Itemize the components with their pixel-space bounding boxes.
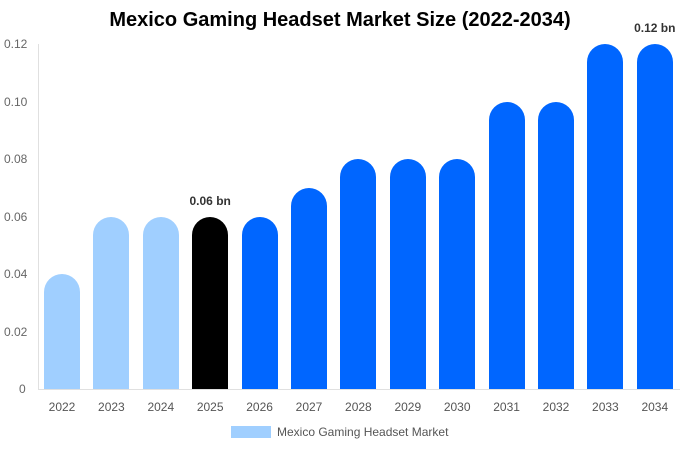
y-tick-label: 0.06 [4,209,28,224]
bar-2027[interactable] [291,187,327,389]
x-tick-label: 2025 [196,400,224,414]
y-tick-label: 0.04 [4,267,28,281]
x-tick-label: 2034 [641,400,669,414]
data-label-2025: 0.06 bn [189,193,231,208]
legend-swatch [231,426,271,438]
bar-2034[interactable] [636,44,673,389]
bar-2026[interactable] [241,216,278,389]
y-tick-label: 0.08 [4,152,28,166]
bar-2032[interactable] [538,101,574,389]
bar-2031[interactable] [488,101,525,389]
legend-label: Mexico Gaming Headset Market [277,425,449,439]
x-tick-label: 2026 [246,400,273,414]
bar-2033[interactable] [587,44,624,389]
bar-2022[interactable] [44,274,80,389]
y-tick-label: 0.10 [4,94,28,109]
bar-2029[interactable] [389,159,426,389]
y-tick-label: 0.02 [4,324,28,339]
x-tick-label: 2023 [98,400,125,414]
x-tick-label: 2024 [147,400,175,414]
y-tick-label: 0.12 [4,37,28,51]
y-axis-line [38,44,39,389]
x-tick-label: 2027 [295,400,323,414]
x-tick-label: 2031 [493,400,520,414]
x-tick-label: 2032 [542,400,570,414]
chart-title: Mexico Gaming Headset Market Size (2022-… [109,9,571,31]
x-tick-label: 2028 [345,400,372,414]
x-tick-label: 2030 [443,400,471,414]
bar-2025[interactable] [192,216,229,389]
x-tick-label: 2029 [394,400,422,414]
bar-2023[interactable] [93,216,130,389]
bar-2024[interactable] [142,216,179,389]
legend[interactable]: Mexico Gaming Headset Market [231,425,448,439]
data-label-2034: 0.12 bn [634,21,676,35]
bar-2030[interactable] [439,159,476,389]
bar-2028[interactable] [340,159,377,389]
y-tick-label: 0 [19,382,26,396]
x-tick-label: 2033 [592,400,619,414]
x-tick-label: 2022 [48,400,76,414]
x-axis-line [38,389,680,390]
